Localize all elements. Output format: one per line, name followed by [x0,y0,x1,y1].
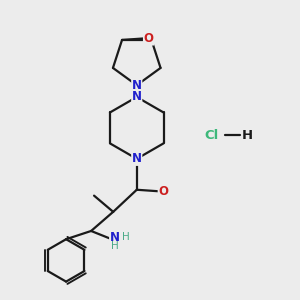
Text: H: H [111,241,119,251]
Text: O: O [158,185,168,198]
Text: H: H [242,129,253,142]
Text: N: N [110,231,120,244]
Text: N: N [132,79,142,92]
Text: N: N [132,152,142,165]
Text: Cl: Cl [205,129,219,142]
Text: O: O [143,32,154,45]
Text: N: N [132,91,142,103]
Text: H: H [122,232,129,242]
